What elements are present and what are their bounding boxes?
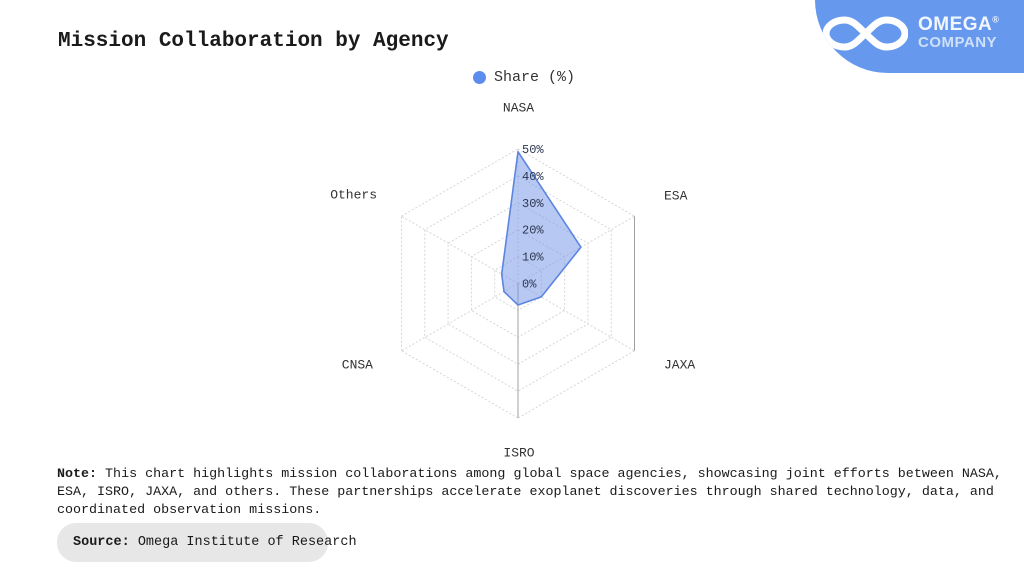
svg-text:20%: 20%	[522, 224, 544, 238]
svg-text:40%: 40%	[522, 170, 544, 184]
svg-text:Others: Others	[330, 188, 377, 203]
svg-text:JAXA: JAXA	[664, 358, 695, 373]
svg-text:ISRO: ISRO	[503, 446, 534, 461]
svg-text:0%: 0%	[522, 278, 537, 292]
svg-text:10%: 10%	[522, 251, 544, 265]
svg-text:50%: 50%	[522, 143, 544, 157]
svg-text:CNSA: CNSA	[342, 358, 373, 373]
svg-text:NASA: NASA	[503, 101, 534, 116]
svg-text:30%: 30%	[522, 197, 544, 211]
svg-text:ESA: ESA	[664, 189, 688, 204]
